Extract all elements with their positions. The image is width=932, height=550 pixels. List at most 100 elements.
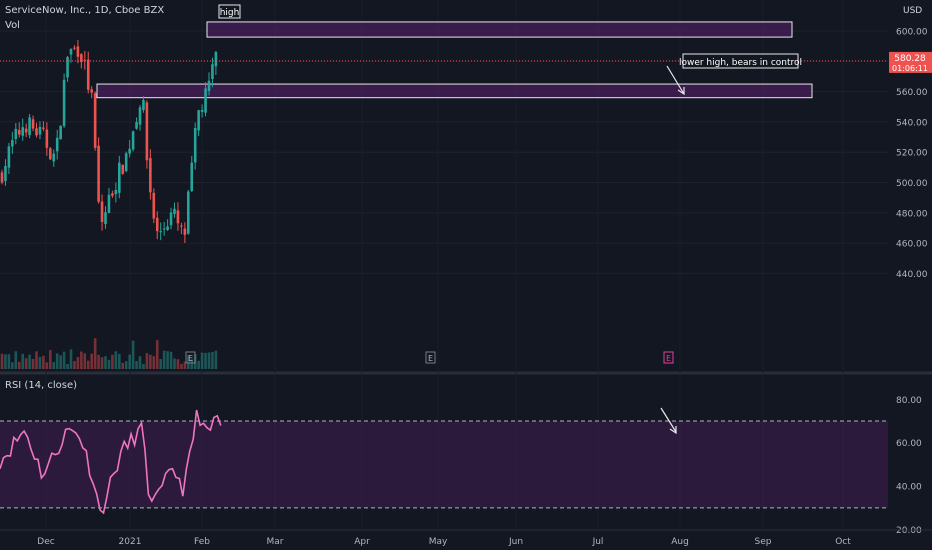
volume-bar (183, 361, 187, 369)
volume-bar (28, 354, 31, 369)
candle-body (180, 225, 183, 227)
time-tick-label: Oct (835, 537, 851, 547)
candle-body (138, 107, 142, 125)
candle-body (21, 127, 24, 136)
candle-body (31, 119, 35, 129)
volume-bar (204, 352, 207, 369)
candle-body (200, 109, 204, 112)
earnings-marker-box (663, 351, 674, 364)
support-zone (96, 83, 813, 99)
countdown-label: 01:06:11 (892, 64, 928, 73)
volume-bar (114, 351, 118, 369)
earnings-marker-box (425, 351, 436, 364)
candle-body (35, 128, 38, 136)
volume-bar (11, 362, 14, 369)
candle-body (183, 228, 187, 235)
candle-body (90, 89, 93, 93)
volume-bar (190, 359, 194, 369)
time-tick-label: Aug (671, 537, 689, 547)
candle-body (69, 48, 73, 55)
candle-body (4, 166, 7, 181)
candle-body (73, 47, 76, 49)
volume-bar (214, 350, 218, 369)
volume-bar (21, 353, 24, 369)
volume-bar (83, 353, 87, 369)
volume-bar (73, 361, 76, 369)
volume-bar (155, 340, 159, 369)
high-label: high (220, 8, 240, 18)
resistance-zone-high (206, 21, 793, 38)
volume-bar (62, 351, 66, 369)
time-tick-label: Jun (508, 537, 523, 547)
volume-bar (69, 349, 73, 369)
volume-bar (118, 353, 121, 369)
price-tick-label: 480.00 (896, 209, 928, 219)
candle-body (114, 189, 118, 195)
candle-body (166, 226, 169, 230)
candle-body (121, 164, 125, 174)
high-label-box (218, 4, 241, 19)
candle-body (55, 137, 59, 152)
volume-bar (145, 353, 149, 369)
candle-body (14, 128, 18, 139)
candle-body (131, 131, 135, 150)
volume-bar (211, 351, 214, 369)
candle-body (86, 59, 90, 90)
volume-bar (197, 360, 200, 369)
candle-body (104, 212, 107, 225)
volume-bar (149, 354, 152, 369)
note-arrow-line (666, 65, 685, 95)
candle-body (118, 162, 121, 193)
candle-body (38, 126, 42, 135)
rsi-tick-label: 60.00 (896, 439, 922, 449)
volume-bar (104, 356, 107, 369)
candle-body (176, 210, 180, 224)
volume-bar (128, 354, 131, 369)
note-arrow-head (677, 87, 685, 96)
note-box (682, 53, 799, 69)
price-tick-label: 460.00 (896, 240, 928, 250)
volume-bar (24, 358, 28, 369)
volume-bar (100, 357, 104, 369)
price-tick-label: 440.00 (896, 270, 928, 280)
time-tick-label: Jul (592, 537, 604, 547)
volume-bar (76, 357, 80, 369)
zones (96, 21, 813, 99)
time-tick-label: Sep (755, 537, 772, 547)
volume-bar (55, 353, 59, 369)
volume-bar (17, 361, 21, 369)
candle-body (197, 110, 200, 131)
rsi-line (0, 409, 222, 515)
symbol-title: ServiceNow, Inc., 1D, Cboe BZX (5, 5, 165, 16)
last-price-badge (889, 51, 932, 73)
volume-bars (0, 338, 218, 369)
volume-bar (121, 362, 125, 369)
candle-body (187, 191, 190, 234)
rsi-tick-label: 20.00 (896, 526, 922, 536)
volume-bar (86, 360, 90, 369)
candle-body (135, 122, 138, 129)
volume-bar (66, 363, 69, 369)
candle-body (59, 125, 62, 140)
volume-bar (93, 338, 97, 369)
volume-bar (52, 362, 56, 369)
volume-bar (173, 358, 176, 369)
candle-body (173, 208, 176, 214)
volume-bar (131, 340, 135, 369)
candle-body (62, 79, 66, 126)
volume-bar (35, 351, 38, 369)
candle-body (93, 93, 97, 148)
volume-bar (176, 359, 180, 369)
volume-bar (169, 351, 173, 369)
time-tick-label: Dec (37, 537, 54, 547)
rsi-tick-label: 40.00 (896, 483, 922, 493)
time-tick-label: 2021 (119, 537, 142, 547)
volume-bar (135, 361, 138, 369)
candle-body (207, 80, 211, 91)
price-tick-label: 560.00 (896, 88, 928, 98)
volume-bar (97, 354, 100, 369)
note-label: lower high, bears in control (679, 58, 802, 68)
volume-bar (31, 358, 35, 369)
candle-body (97, 145, 100, 202)
